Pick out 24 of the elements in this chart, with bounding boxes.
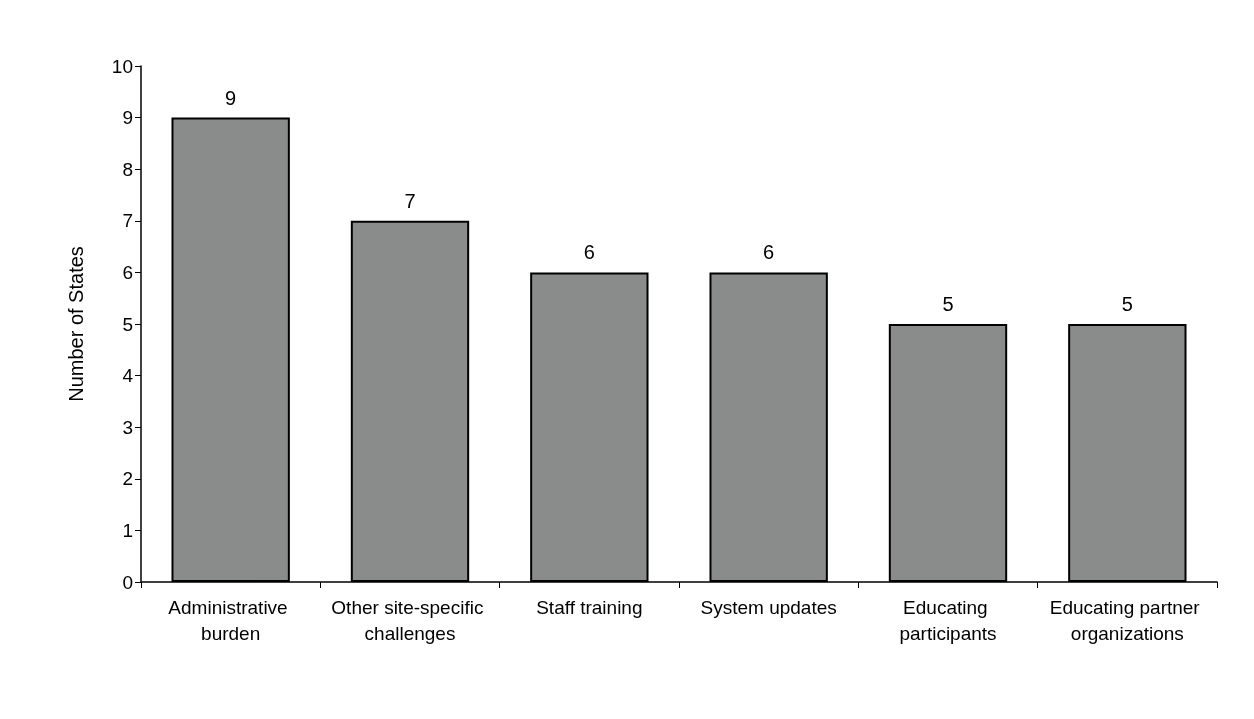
- y-tick-label: 9: [122, 107, 133, 129]
- y-tick-label: 0: [122, 571, 133, 593]
- y-tick-label: 10: [111, 55, 133, 77]
- x-tick-label: Staff training: [536, 596, 643, 618]
- y-tick-label: 3: [122, 416, 133, 438]
- y-tick-label: 8: [122, 158, 133, 180]
- y-tick-label: 2: [122, 468, 133, 490]
- y-tick-label: 7: [122, 210, 133, 232]
- x-tick-label: Educating partner organizations: [1049, 596, 1205, 644]
- data-label: 5: [1121, 293, 1133, 315]
- data-label: 9: [225, 86, 237, 109]
- y-tick-label: 6: [122, 261, 133, 283]
- data-label: 6: [763, 241, 775, 264]
- x-tick-label: Administrative burden: [168, 596, 293, 644]
- y-tick-label: 5: [122, 313, 133, 335]
- x-tick-label: System updates: [700, 596, 837, 618]
- data-label: 6: [583, 241, 595, 264]
- y-tick-label: 1: [122, 519, 133, 541]
- x-tick-label: Educating participants: [899, 596, 997, 644]
- y-tick-label: 4: [122, 365, 134, 387]
- data-label: 5: [942, 293, 954, 315]
- x-tick-label: Other site-specific challenges: [331, 596, 489, 644]
- y-axis-title: Number of States: [65, 246, 87, 402]
- data-label: 7: [404, 189, 416, 212]
